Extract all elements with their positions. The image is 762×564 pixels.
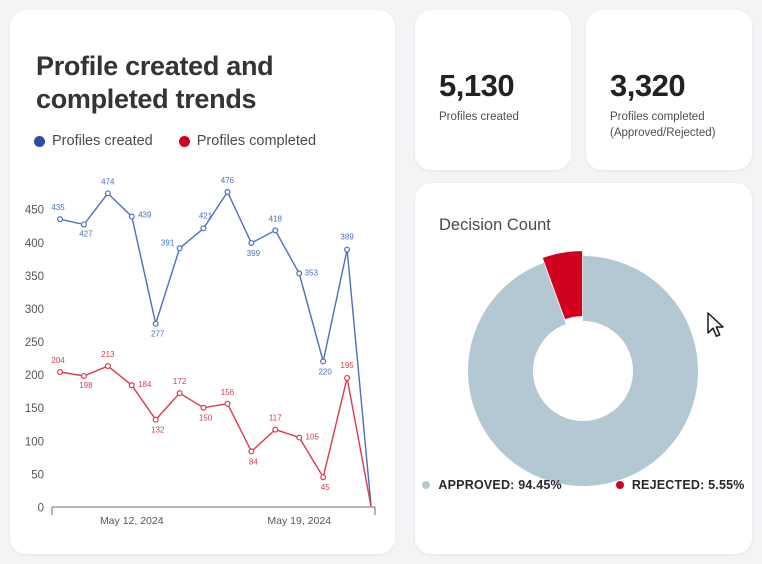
stat-value-profiles-created: 5,130 <box>439 68 515 103</box>
data-point-label: 150 <box>199 414 213 423</box>
y-axis-tick-label: 50 <box>31 469 44 481</box>
data-point-marker[interactable] <box>152 416 159 423</box>
data-point-label: 476 <box>221 176 235 185</box>
data-point-marker[interactable] <box>104 363 111 370</box>
data-point-marker[interactable] <box>56 369 63 376</box>
data-point-label: 117 <box>269 414 282 423</box>
data-point-marker[interactable] <box>296 270 303 277</box>
trend-chart-card: Profile created and completed trends Pro… <box>10 10 395 554</box>
data-point-label: 353 <box>305 268 319 277</box>
data-point-label: 195 <box>340 361 354 370</box>
data-point-label: 418 <box>269 214 283 223</box>
data-point-label: 132 <box>151 426 165 435</box>
data-point-marker[interactable] <box>128 213 135 220</box>
trend-chart-legend: Profiles created Profiles completed <box>34 133 316 149</box>
data-point-label: 84 <box>249 457 258 466</box>
data-point-marker[interactable] <box>344 246 351 253</box>
series-line-1[interactable] <box>59 365 372 507</box>
legend-dot-rejected-icon <box>615 481 624 489</box>
data-point-label: 105 <box>306 433 320 442</box>
data-point-marker[interactable] <box>224 189 231 196</box>
data-point-marker[interactable] <box>176 390 183 397</box>
legend-label-approved: APPROVED: 94.45% <box>438 478 562 492</box>
data-point-label: 156 <box>221 388 235 397</box>
data-point-label: 198 <box>79 381 93 390</box>
data-point-marker[interactable] <box>272 227 279 234</box>
legend-item-approved[interactable]: APPROVED: 94.45% <box>422 478 562 492</box>
decision-count-donut-chart[interactable] <box>461 249 706 494</box>
data-point-label: 391 <box>161 238 175 247</box>
data-point-marker[interactable] <box>200 404 207 411</box>
data-point-marker[interactable] <box>272 426 279 433</box>
legend-dot-blue-icon <box>34 135 45 147</box>
y-axis-tick-label: 150 <box>25 403 44 415</box>
y-axis-tick-label: 0 <box>38 503 44 515</box>
data-point-marker[interactable] <box>80 372 87 379</box>
legend-item-profiles-created[interactable]: Profiles created <box>34 133 153 149</box>
data-point-marker[interactable] <box>128 382 135 389</box>
data-point-marker[interactable] <box>80 221 87 228</box>
data-point-marker[interactable] <box>104 190 111 197</box>
stat-card-profiles-created: 5,130 Profiles created <box>415 10 571 170</box>
data-point-label: 184 <box>138 380 152 389</box>
series-line-0[interactable] <box>59 190 372 506</box>
y-axis-tick-label: 350 <box>25 271 44 283</box>
data-point-label: 45 <box>321 483 330 492</box>
data-point-label: 213 <box>101 350 115 359</box>
data-point-label: 399 <box>247 249 261 258</box>
legend-dot-red-icon <box>178 135 190 147</box>
legend-label-profiles-created: Profiles created <box>52 133 153 149</box>
decision-count-title: Decision Count <box>439 216 551 234</box>
donut-slice-approved[interactable] <box>467 256 698 486</box>
data-point-marker[interactable] <box>176 245 183 252</box>
data-point-label: 439 <box>138 211 152 220</box>
data-point-marker[interactable] <box>224 400 231 407</box>
data-point-marker[interactable] <box>320 474 327 481</box>
x-axis-tick-label: May 12, 2024 <box>100 515 164 527</box>
data-point-label: 421 <box>199 211 213 220</box>
stat-label-profiles-completed: Profiles completed (Approved/Rejected) <box>610 110 742 141</box>
trend-line-chart[interactable]: 0 50 100 150 200 250 300 350 400 450 May 12, 2024 M… <box>10 170 395 540</box>
y-axis-tick-label: 450 <box>25 205 44 217</box>
data-point-label: 427 <box>79 229 93 238</box>
data-point-marker[interactable] <box>248 239 255 246</box>
y-axis-tick-label: 200 <box>25 370 44 382</box>
decision-count-legend: APPROVED: 94.45% REJECTED: 5.55% <box>415 478 752 492</box>
legend-label-rejected: REJECTED: 5.55% <box>631 478 745 492</box>
data-point-marker[interactable] <box>200 225 207 232</box>
data-point-label: 277 <box>151 330 165 339</box>
data-point-marker[interactable] <box>320 358 327 365</box>
data-point-label: 204 <box>51 356 65 365</box>
y-axis-tick-label: 250 <box>25 337 44 349</box>
legend-item-profiles-completed[interactable]: Profiles completed <box>178 133 317 149</box>
legend-label-profiles-completed: Profiles completed <box>196 133 317 149</box>
stat-label-profiles-created: Profiles created <box>439 111 519 123</box>
stat-card-profiles-completed: 3,320 Profiles completed (Approved/Rejec… <box>586 10 752 170</box>
y-axis-tick-label: 400 <box>25 238 44 250</box>
legend-dot-approved-icon <box>422 481 431 489</box>
data-point-marker[interactable] <box>344 374 351 381</box>
donut-slice-rejected[interactable] <box>542 251 583 320</box>
stat-value-profiles-completed: 3,320 <box>610 68 686 103</box>
trend-chart-title: Profile created and completed trends <box>36 51 274 115</box>
x-axis-tick-label: May 19, 2024 <box>267 515 331 527</box>
data-point-label: 435 <box>51 203 65 212</box>
legend-item-rejected[interactable]: REJECTED: 5.55% <box>615 478 745 492</box>
data-point-marker[interactable] <box>248 448 255 455</box>
data-point-label: 220 <box>318 367 332 376</box>
stat-label-line-1: Profiles completed <box>610 111 705 123</box>
data-point-label: 389 <box>340 233 354 242</box>
data-point-marker[interactable] <box>152 320 159 327</box>
y-axis-tick-label: 100 <box>25 436 44 448</box>
data-point-marker[interactable] <box>296 434 303 441</box>
stat-label-line-2: (Approved/Rejected) <box>610 126 716 139</box>
data-point-label: 474 <box>101 177 115 186</box>
data-point-label: 172 <box>173 377 187 386</box>
y-axis-tick-label: 300 <box>25 304 44 316</box>
decision-count-card: Decision Count APPROVED: 94.45% REJECTED… <box>415 183 752 554</box>
data-point-marker[interactable] <box>56 216 63 223</box>
